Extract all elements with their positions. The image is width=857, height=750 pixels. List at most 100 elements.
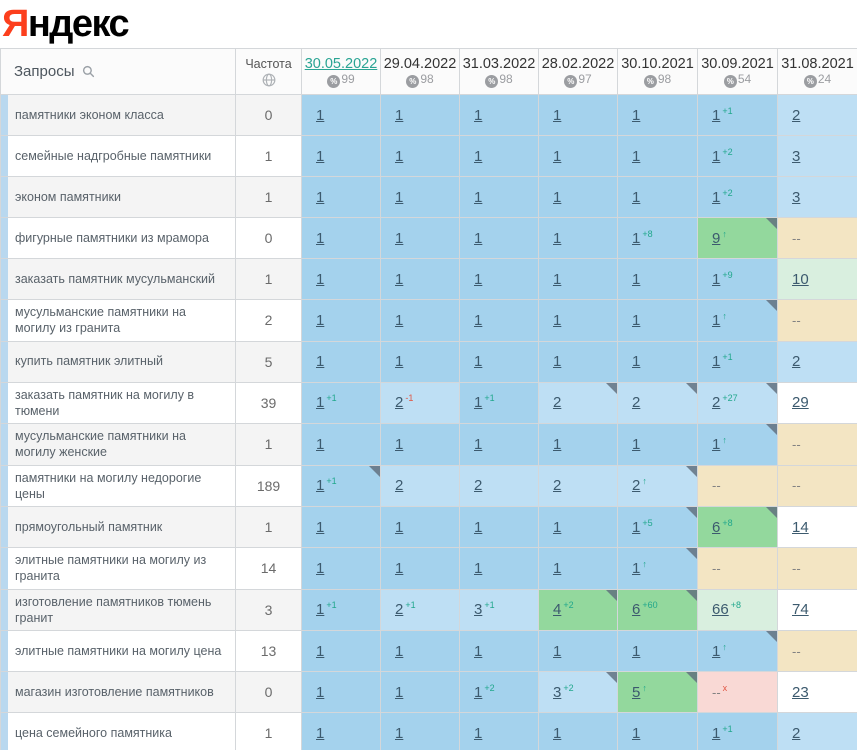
queries-header[interactable]: Запросы — [0, 48, 236, 95]
position-link[interactable]: 14 — [792, 519, 809, 536]
date-label[interactable]: 30.09.2021 — [701, 56, 774, 72]
position-link[interactable]: 1 +1 — [474, 393, 495, 411]
position-link[interactable]: 1 — [553, 148, 561, 165]
position-link[interactable]: 3 +2 — [553, 683, 574, 701]
position-link[interactable]: 1 — [474, 353, 482, 370]
position-link[interactable]: 1 — [395, 725, 403, 742]
search-icon[interactable] — [82, 65, 95, 78]
query-cell[interactable]: эконом памятники — [0, 176, 236, 218]
query-cell[interactable]: заказать памятник на могилу в тюмени — [0, 381, 236, 424]
position-link[interactable]: 6 +8 — [712, 518, 733, 536]
query-cell[interactable]: памятники на могилу недорогие цены — [0, 464, 236, 507]
position-link[interactable]: 1 — [553, 230, 561, 247]
position-link[interactable]: 1 — [553, 725, 561, 742]
position-link[interactable]: 1 — [632, 353, 640, 370]
query-cell[interactable]: мусульманские памятники на могилу женски… — [0, 423, 236, 466]
position-link[interactable]: 1 — [632, 725, 640, 742]
query-cell[interactable]: цена семейного памятника — [0, 712, 236, 750]
position-link[interactable]: 1 ↑ — [712, 642, 727, 660]
position-link[interactable]: 1 — [395, 189, 403, 206]
date-label[interactable]: 28.02.2022 — [541, 56, 615, 72]
query-cell[interactable]: магазин изготовление памятников — [0, 671, 236, 713]
position-link[interactable]: 1 — [316, 107, 324, 124]
position-link[interactable]: 1 — [474, 189, 482, 206]
position-link[interactable]: 1 — [553, 519, 561, 536]
query-cell[interactable]: заказать памятник мусульманский — [0, 258, 236, 300]
query-cell[interactable]: изготовление памятников тюмень гранит — [0, 588, 236, 631]
position-link[interactable]: 1 — [553, 560, 561, 577]
date-label[interactable]: 31.08.2021 — [781, 56, 854, 72]
position-link[interactable]: 1 — [474, 519, 482, 536]
date-label[interactable]: 31.03.2022 — [462, 56, 536, 72]
position-link[interactable]: 2 — [792, 107, 800, 124]
date-column-header[interactable]: 30.10.2021% 98 — [617, 48, 698, 95]
position-link[interactable]: 2 +27 — [712, 393, 738, 411]
position-link[interactable]: 1 +1 — [712, 106, 733, 124]
position-link[interactable]: 1 — [316, 312, 324, 329]
query-cell[interactable]: фигурные памятники из мрамора — [0, 217, 236, 259]
position-link[interactable]: 1 — [316, 230, 324, 247]
position-link[interactable]: 2 — [792, 725, 800, 742]
position-link[interactable]: 1 ↑ — [712, 435, 727, 453]
position-link[interactable]: 3 +1 — [474, 600, 495, 618]
position-link[interactable]: 1 +1 — [316, 393, 337, 411]
position-link[interactable]: 1 — [316, 148, 324, 165]
position-link[interactable]: 1 — [316, 436, 324, 453]
position-link[interactable]: 1 — [474, 725, 482, 742]
date-column-header[interactable]: 31.08.2021% 24 — [777, 48, 857, 95]
position-link[interactable]: 1 — [395, 107, 403, 124]
position-link[interactable]: 5 ↑ — [632, 683, 647, 701]
query-cell[interactable]: купить памятник элитный — [0, 340, 236, 383]
position-link[interactable]: 74 — [792, 601, 809, 618]
position-link[interactable]: 1 ↑ — [632, 559, 647, 577]
position-link[interactable]: 1 — [632, 271, 640, 288]
position-link[interactable]: 1 — [632, 643, 640, 660]
position-link[interactable]: 1 — [632, 436, 640, 453]
position-link[interactable]: 1 — [316, 643, 324, 660]
date-column-header[interactable]: 31.03.2022% 98 — [459, 48, 539, 95]
position-link[interactable]: 2 ↑ — [632, 476, 647, 494]
position-link[interactable]: 1 — [395, 148, 403, 165]
position-link[interactable]: 4 +2 — [553, 600, 574, 618]
date-column-header[interactable]: 30.09.2021% 54 — [697, 48, 778, 95]
position-link[interactable]: 1 — [553, 107, 561, 124]
position-link[interactable]: 1 +2 — [712, 147, 733, 165]
position-link[interactable]: 1 — [395, 353, 403, 370]
position-link[interactable]: 2 — [553, 477, 561, 494]
position-link[interactable]: 66 +8 — [712, 600, 741, 618]
position-link[interactable]: 1 — [632, 189, 640, 206]
position-link[interactable]: 2 -1 — [395, 393, 413, 411]
position-link[interactable]: 1 — [553, 643, 561, 660]
position-link[interactable]: 2 — [553, 394, 561, 411]
position-link[interactable]: 1 — [316, 560, 324, 577]
query-cell[interactable]: элитные памятники на могилу цена — [0, 630, 236, 672]
position-link[interactable]: 1 — [395, 519, 403, 536]
position-link[interactable]: 1 — [316, 519, 324, 536]
position-link[interactable]: 9 ↑ — [712, 229, 727, 247]
frequency-header[interactable]: Частота — [235, 48, 302, 95]
position-link[interactable]: 1 — [395, 560, 403, 577]
position-link[interactable]: 1 +1 — [316, 600, 337, 618]
position-link[interactable]: 1 — [553, 353, 561, 370]
position-link[interactable]: 23 — [792, 684, 809, 701]
date-label[interactable]: 30.10.2021 — [621, 56, 694, 72]
position-link[interactable]: 1 — [553, 436, 561, 453]
position-link[interactable]: 1 — [474, 107, 482, 124]
position-link[interactable]: 1 — [474, 312, 482, 329]
position-link[interactable]: 1 +2 — [712, 188, 733, 206]
position-link[interactable]: 2 — [632, 394, 640, 411]
position-link[interactable]: 1 +5 — [632, 518, 653, 536]
date-column-header[interactable]: 29.04.2022% 98 — [380, 48, 460, 95]
position-link[interactable]: 1 ↑ — [712, 311, 727, 329]
position-link[interactable]: 1 — [395, 271, 403, 288]
position-link[interactable]: 1 — [632, 312, 640, 329]
position-link[interactable]: 3 — [792, 189, 800, 206]
position-link[interactable]: 2 — [792, 353, 800, 370]
position-link[interactable]: 1 — [316, 353, 324, 370]
position-link[interactable]: 1 — [316, 684, 324, 701]
position-link[interactable]: 29 — [792, 394, 809, 411]
position-link[interactable]: 1 +2 — [474, 683, 495, 701]
position-link[interactable]: 1 +1 — [712, 724, 733, 742]
position-link[interactable]: 1 — [395, 230, 403, 247]
date-label[interactable]: 30.05.2022 — [304, 56, 378, 72]
